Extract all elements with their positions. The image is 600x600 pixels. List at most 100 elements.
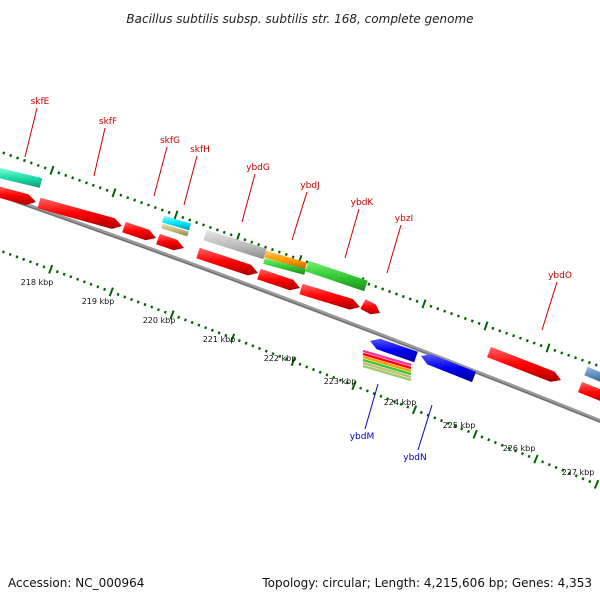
outer-ring-major-tick [173,210,179,220]
inner-ring-minor-tick [237,339,241,343]
inner-ring-minor-tick [547,463,551,467]
cds-ybdM [370,338,418,363]
outer-ring-minor-tick [43,166,47,170]
inner-ring-minor-tick [500,443,504,447]
inner-ring-minor-tick [150,305,154,309]
inner-ring-minor-tick [15,255,19,259]
scale-label: 220 kbp [143,316,176,325]
outer-ring-minor-tick [450,312,454,316]
cds-ybdO [487,346,561,382]
cds-ybdN [421,354,476,383]
cog-band-ybdJ-orange [264,250,307,270]
outer-ring-minor-tick [381,287,385,291]
inner-ring-minor-tick [568,471,572,475]
outer-ring-minor-tick [105,188,109,192]
inner-ring-minor-tick [574,474,578,478]
inner-ring-minor-tick [493,440,497,445]
inner-ring-minor-tick [1,250,5,254]
outer-ring-minor-tick [2,151,6,155]
outer-ring-minor-tick [463,316,467,321]
inner-ring-minor-tick [284,357,289,361]
outer-ring-major-tick [483,321,489,331]
inner-ring-minor-tick [89,282,93,286]
outer-ring-minor-tick [443,309,447,313]
outer-ring-minor-tick [560,351,564,355]
inner-ring-minor-tick [22,257,26,261]
inner-ring-minor-tick [541,460,545,464]
scale-label: 227 kbp [562,468,595,477]
cog-band-ybdM-2 [362,352,412,370]
outer-ring-minor-tick [84,181,88,185]
outer-ring-minor-tick [456,314,460,318]
outer-ring-minor-tick [167,210,171,215]
gene-label-ybdM: ybdM [350,432,375,442]
inner-ring-minor-tick [406,405,410,409]
outer-ring-minor-tick [277,250,281,254]
scale-label: 222 kbp [264,354,297,363]
leader-ybzI [386,224,402,274]
outer-ring-minor-tick [195,220,199,225]
cds-skfH [156,233,184,251]
outer-ring-major-tick [545,343,551,353]
outer-ring-minor-tick [91,183,95,187]
inner-ring-minor-tick [210,328,214,332]
outer-ring-minor-tick [270,248,274,252]
inner-ring-minor-tick [561,468,565,472]
inner-ring-minor-tick [453,424,457,428]
inner-ring-minor-tick [311,367,316,372]
scale-label: 223 kbp [324,377,357,386]
cds-skfE [0,186,36,205]
inner-ring-major-tick [472,429,478,439]
inner-ring-major-tick [593,479,600,489]
outer-ring-minor-tick [491,326,495,330]
outer-ring-minor-tick [98,186,102,190]
cds-skfF [37,197,122,229]
gene-label-ybdN: ybdN [403,453,426,463]
scale-label: 224 kbp [384,398,417,407]
outer-ring-minor-tick [574,356,578,360]
inner-ring-minor-tick [130,297,134,302]
outer-ring-minor-tick [505,331,509,335]
outer-ring-minor-tick [525,339,529,343]
cog-band-ybdJ-green [263,258,306,275]
inner-ring-minor-tick [116,292,120,296]
inner-ring-minor-tick [103,287,107,291]
inner-ring-major-tick [230,333,236,343]
inner-ring-minor-tick [271,352,275,356]
outer-ring-minor-tick [153,206,157,210]
inner-ring-minor-tick [480,435,484,439]
leader-ybdN [417,404,433,451]
outer-ring-minor-tick [264,245,268,249]
inner-ring-minor-tick [8,252,12,256]
inner-ring-minor-tick [359,386,363,390]
inner-ring-minor-tick [156,308,160,312]
scale-label: 225 kbp [443,421,476,430]
inner-ring-minor-tick [69,275,73,279]
leader-ybdO [541,281,558,331]
inner-ring-minor-tick [392,400,396,404]
cog-band-ybdK [305,260,368,292]
inner-ring-minor-tick [204,326,208,330]
accession-text: Accession: NC_000964 [8,576,144,590]
outer-ring-minor-tick [567,353,571,357]
outer-ring-minor-tick [512,334,516,338]
outer-ring-minor-tick [257,243,261,247]
leader-ybdJ [291,191,308,241]
outer-ring-minor-tick [222,230,226,234]
inner-ring-minor-tick [372,391,376,396]
inner-ring-minor-tick [318,370,322,374]
cog-band-skfG-cyan [162,215,191,231]
inner-ring-minor-tick [581,477,585,481]
inner-ring-minor-tick [123,295,127,299]
gene-features [0,168,600,401]
inner-ring-minor-tick [365,389,369,393]
outer-ring-minor-tick [415,299,419,303]
outer-ring-minor-tick [436,307,440,311]
outer-ring-minor-tick [57,171,61,175]
leader-skfF [93,127,106,177]
inner-ring-minor-tick [76,277,80,281]
outer-ring-minor-tick [284,252,288,257]
inner-ring-minor-tick [520,451,524,456]
gene-label-skfF: skfF [99,117,117,127]
inner-ring-minor-tick [55,270,59,274]
